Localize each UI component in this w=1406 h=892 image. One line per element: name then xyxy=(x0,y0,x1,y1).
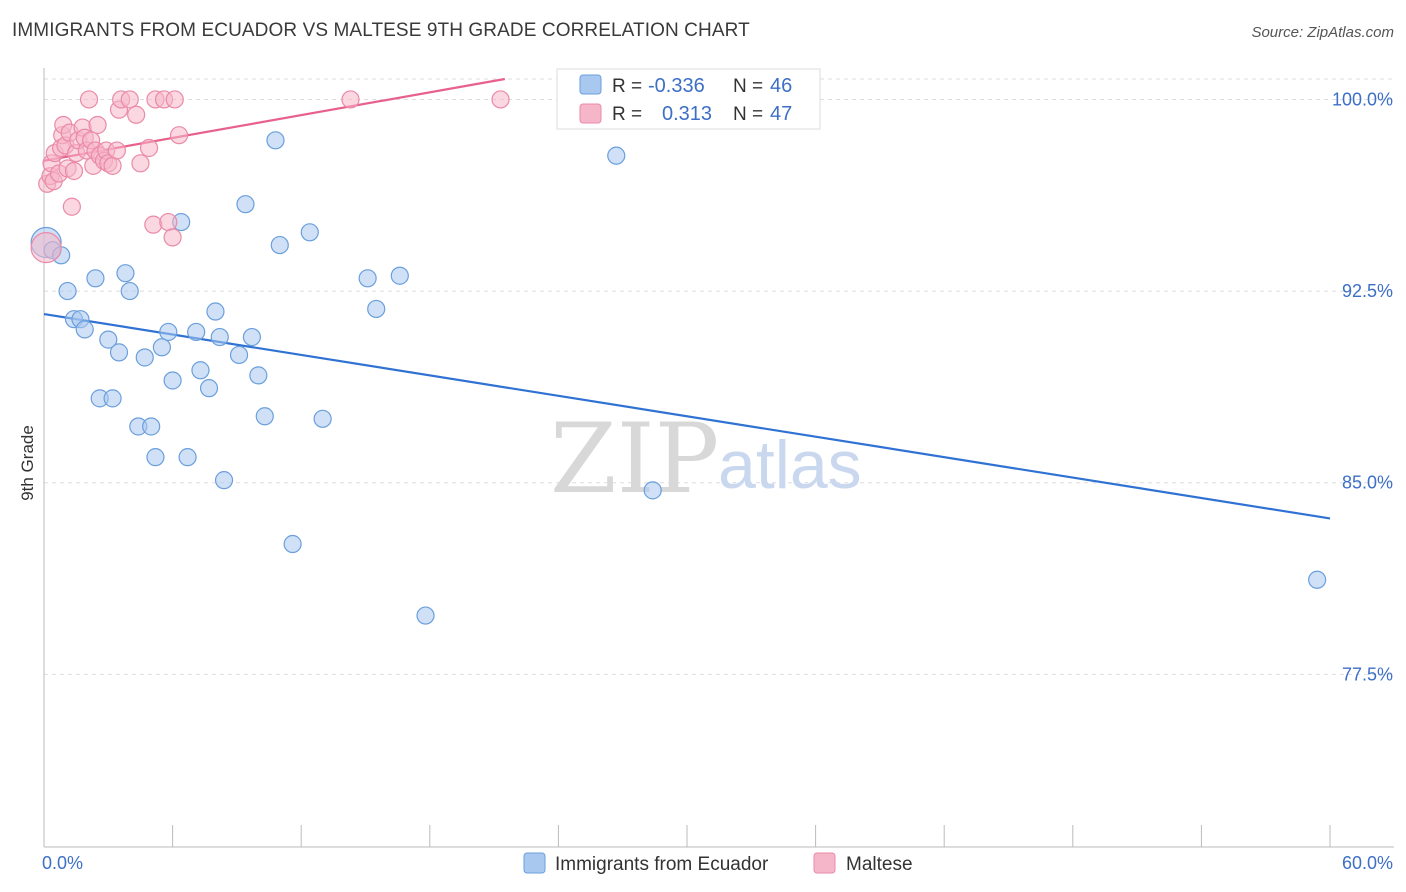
ecuador-point xyxy=(210,327,229,347)
stats-n-value-maltese: 47 xyxy=(770,103,792,125)
maltese-point xyxy=(88,115,107,135)
ecuador-point xyxy=(643,481,662,500)
ecuador-point xyxy=(75,320,94,339)
stats-legend: R = -0.336 N = 46 R = 0.313 N = 47 xyxy=(556,68,821,130)
stats-r-value-ecuador: -0.336 xyxy=(648,75,705,97)
legend-label-ecuador: Immigrants from Ecuador xyxy=(555,854,769,875)
ecuador-point xyxy=(313,409,332,428)
ecuador-point xyxy=(163,371,182,390)
x-tick-label-max: 60.0% xyxy=(1342,853,1393,873)
ecuador-point xyxy=(367,299,386,319)
legend-swatch-ecuador xyxy=(523,852,546,874)
stats-legend-swatch-ecuador xyxy=(579,74,602,95)
y-axis-label: 9th Grade xyxy=(18,425,37,501)
maltese-point xyxy=(30,232,62,264)
data-points xyxy=(30,90,1327,625)
ecuador-point xyxy=(146,448,165,467)
watermark-zip: ZIP xyxy=(550,403,719,515)
ecuador-point xyxy=(109,343,129,362)
maltese-point xyxy=(79,90,99,109)
ecuador-point xyxy=(242,327,262,347)
ecuador-point xyxy=(236,195,255,214)
ecuador-point xyxy=(178,448,197,467)
ecuador-point xyxy=(199,379,219,398)
ecuador-point xyxy=(120,281,139,301)
ecuador-point xyxy=(191,361,210,380)
maltese-point xyxy=(103,156,122,175)
ecuador-trend-line xyxy=(43,312,1331,520)
ecuador-point xyxy=(300,223,319,242)
maltese-point xyxy=(107,141,126,160)
ecuador-point xyxy=(607,146,626,165)
ecuador-point xyxy=(103,389,122,408)
maltese-point xyxy=(491,90,510,109)
stats-r-label-ecuador: R = xyxy=(612,76,642,97)
maltese-point xyxy=(159,212,178,232)
stats-n-value-ecuador: 46 xyxy=(770,75,792,97)
ecuador-point xyxy=(152,338,171,357)
y-tick-label: 85.0% xyxy=(1342,473,1393,493)
stats-r-value-maltese: 0.313 xyxy=(662,103,712,125)
ecuador-point xyxy=(266,131,285,150)
chart-title: IMMIGRANTS FROM ECUADOR VS MALTESE 9TH G… xyxy=(12,20,750,41)
ecuador-point xyxy=(187,322,206,342)
maltese-point xyxy=(62,197,81,216)
maltese-point xyxy=(341,90,360,109)
series-legend: Immigrants from Ecuador Maltese xyxy=(523,852,913,875)
ecuador-point xyxy=(116,264,135,283)
ecuador-point xyxy=(416,606,435,625)
ecuador-point xyxy=(255,407,274,426)
y-tick-label: 100.0% xyxy=(1332,89,1393,109)
maltese-point xyxy=(64,161,84,181)
stats-n-label-maltese: N = xyxy=(733,104,763,125)
source-label: Source: ZipAtlas.com xyxy=(1251,24,1394,41)
ecuador-point xyxy=(390,266,409,285)
ecuador-point xyxy=(206,302,225,321)
ecuador-point xyxy=(99,330,118,349)
axes xyxy=(43,68,1394,848)
maltese-point xyxy=(163,228,182,247)
maltese-point xyxy=(131,154,150,173)
ecuador-point xyxy=(1308,570,1327,589)
ecuador-point xyxy=(159,322,178,342)
tick-labels: 77.5% 85.0% 92.5% 100.0% 0.0% 60.0% xyxy=(42,89,1393,873)
y-tick-label: 92.5% xyxy=(1342,281,1393,301)
stats-n-label-ecuador: N = xyxy=(733,76,763,97)
ecuador-point xyxy=(249,366,268,385)
ecuador-point xyxy=(142,417,161,436)
ecuador-point xyxy=(358,269,377,288)
watermark-atlas: atlas xyxy=(718,427,862,503)
ecuador-point xyxy=(58,281,77,301)
ecuador-point xyxy=(229,345,249,365)
maltese-point xyxy=(144,215,163,234)
legend-swatch-maltese xyxy=(813,852,836,874)
y-tick-label: 77.5% xyxy=(1342,664,1393,684)
maltese-point xyxy=(139,138,159,158)
ecuador-point xyxy=(86,269,105,288)
maltese-point xyxy=(165,90,184,109)
ecuador-point xyxy=(283,534,302,554)
stats-r-label-maltese: R = xyxy=(612,104,642,125)
maltese-point xyxy=(120,90,139,109)
maltese-point xyxy=(127,105,146,124)
ecuador-point xyxy=(214,471,234,490)
gridlines xyxy=(44,78,1394,675)
stats-legend-swatch-maltese xyxy=(579,103,602,124)
x-tick-label-min: 0.0% xyxy=(42,853,83,873)
maltese-point xyxy=(169,126,189,145)
legend-label-maltese: Maltese xyxy=(846,854,913,875)
ecuador-point xyxy=(135,348,154,367)
ecuador-point xyxy=(270,235,289,255)
